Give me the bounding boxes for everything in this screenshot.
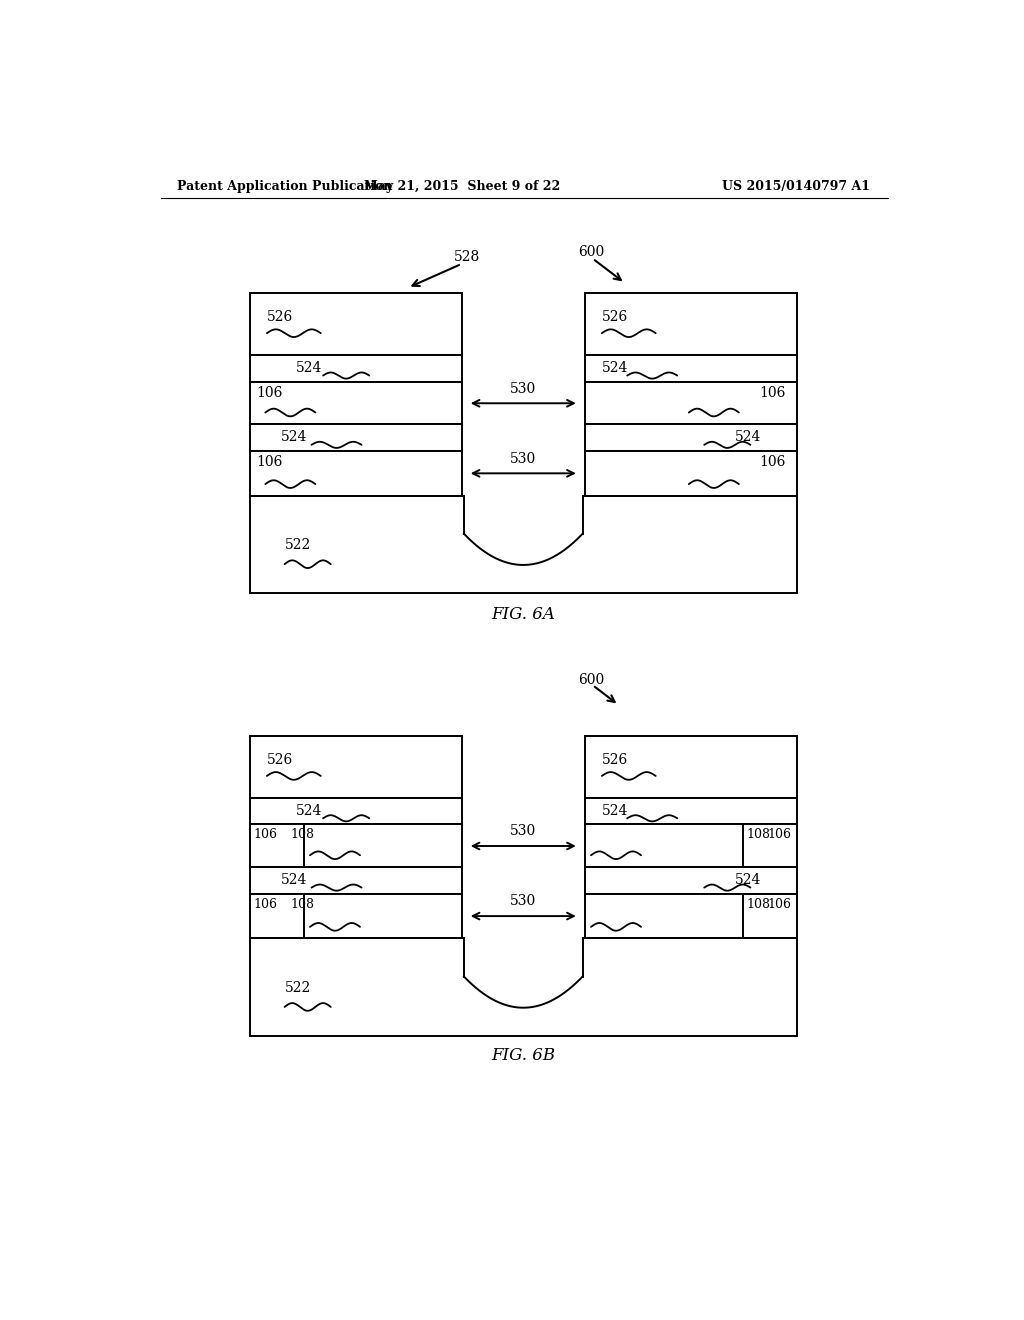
Text: 526: 526 bbox=[267, 752, 293, 767]
Bar bbox=[250, 867, 462, 894]
Text: 108: 108 bbox=[290, 898, 314, 911]
Bar bbox=[250, 894, 462, 939]
Text: 108: 108 bbox=[290, 829, 314, 841]
Bar bbox=[464, 494, 584, 565]
Bar bbox=[585, 293, 797, 355]
Bar bbox=[250, 797, 462, 825]
Text: 530: 530 bbox=[510, 895, 537, 908]
Text: 106: 106 bbox=[256, 385, 283, 400]
Text: Patent Application Publication: Patent Application Publication bbox=[177, 181, 392, 194]
Text: 108: 108 bbox=[746, 898, 770, 911]
Bar bbox=[250, 451, 462, 496]
Bar bbox=[250, 939, 797, 1036]
Bar bbox=[585, 381, 797, 424]
Bar bbox=[585, 797, 797, 825]
Text: 108: 108 bbox=[746, 829, 770, 841]
Text: 530: 530 bbox=[510, 824, 537, 838]
Bar bbox=[585, 825, 797, 867]
Text: 106: 106 bbox=[760, 455, 786, 469]
Bar bbox=[585, 737, 797, 797]
Bar bbox=[250, 825, 462, 867]
Bar bbox=[250, 293, 462, 355]
Bar bbox=[585, 451, 797, 496]
Text: 522: 522 bbox=[285, 539, 311, 552]
Bar bbox=[250, 737, 462, 797]
Text: 106: 106 bbox=[254, 829, 278, 841]
Bar bbox=[464, 936, 584, 1007]
Text: 524: 524 bbox=[281, 430, 307, 444]
Text: May 21, 2015  Sheet 9 of 22: May 21, 2015 Sheet 9 of 22 bbox=[364, 181, 560, 194]
Text: 526: 526 bbox=[267, 310, 293, 325]
Text: 524: 524 bbox=[735, 873, 762, 887]
Text: 106: 106 bbox=[760, 385, 786, 400]
Text: 526: 526 bbox=[602, 310, 628, 325]
Text: 524: 524 bbox=[602, 804, 628, 817]
Bar bbox=[585, 894, 797, 939]
Text: FIG. 6A: FIG. 6A bbox=[492, 606, 555, 623]
Bar bbox=[250, 496, 797, 594]
Bar bbox=[250, 355, 462, 381]
Text: 528: 528 bbox=[454, 249, 480, 264]
Text: 530: 530 bbox=[510, 451, 537, 466]
Text: 600: 600 bbox=[578, 246, 604, 259]
Text: 106: 106 bbox=[256, 455, 283, 469]
Bar bbox=[250, 424, 462, 451]
Text: 524: 524 bbox=[602, 360, 628, 375]
Text: 524: 524 bbox=[296, 360, 323, 375]
Text: 106: 106 bbox=[767, 829, 792, 841]
Text: US 2015/0140797 A1: US 2015/0140797 A1 bbox=[722, 181, 869, 194]
Text: 524: 524 bbox=[296, 804, 323, 817]
Bar bbox=[585, 355, 797, 381]
Text: 530: 530 bbox=[510, 381, 537, 396]
Text: 524: 524 bbox=[735, 430, 762, 444]
Text: 106: 106 bbox=[767, 898, 792, 911]
Text: FIG. 6B: FIG. 6B bbox=[492, 1047, 555, 1064]
Bar bbox=[585, 867, 797, 894]
Bar bbox=[585, 424, 797, 451]
Text: 106: 106 bbox=[254, 898, 278, 911]
Text: 526: 526 bbox=[602, 752, 628, 767]
Text: 522: 522 bbox=[285, 981, 311, 995]
Bar bbox=[250, 381, 462, 424]
Text: 524: 524 bbox=[281, 873, 307, 887]
Text: 600: 600 bbox=[578, 673, 604, 686]
